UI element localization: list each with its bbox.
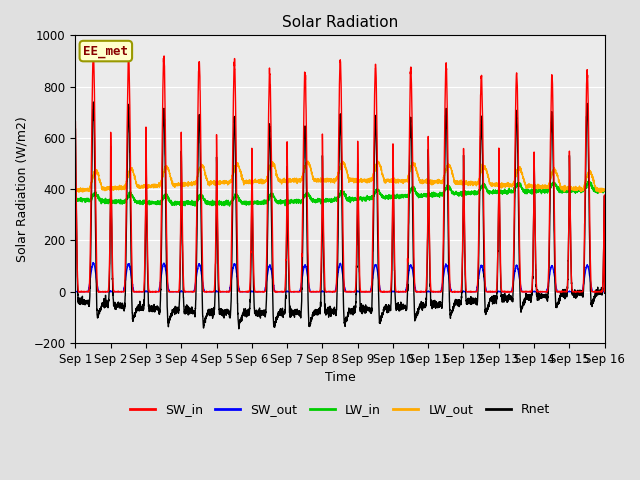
SW_out xyxy=(90,260,97,265)
SW_out xyxy=(601,289,609,295)
Line: SW_in: SW_in xyxy=(76,54,605,292)
Rnet xyxy=(321,288,328,293)
LW_in xyxy=(601,189,609,194)
LW_out xyxy=(459,180,467,186)
LW_out xyxy=(72,186,79,192)
SW_in xyxy=(459,245,467,251)
LW_in xyxy=(488,190,496,195)
LW_in xyxy=(585,177,593,183)
LW_out xyxy=(166,174,174,180)
Title: Solar Radiation: Solar Radiation xyxy=(282,15,398,30)
Rnet xyxy=(429,302,437,308)
LW_in xyxy=(320,198,328,204)
LW_in xyxy=(166,200,174,206)
Line: LW_out: LW_out xyxy=(76,161,605,192)
LW_out xyxy=(488,181,496,187)
SW_in xyxy=(600,220,608,226)
Line: Rnet: Rnet xyxy=(76,102,605,329)
LW_in xyxy=(429,190,437,195)
SW_in xyxy=(167,289,175,295)
LW_out xyxy=(304,158,312,164)
Rnet xyxy=(600,221,608,227)
SW_out xyxy=(600,289,608,295)
X-axis label: Time: Time xyxy=(324,372,355,384)
Rnet xyxy=(72,126,79,132)
LW_in xyxy=(72,198,79,204)
Rnet xyxy=(90,99,97,105)
SW_in xyxy=(75,289,83,295)
SW_in xyxy=(429,289,437,295)
Y-axis label: Solar Radiation (W/m2): Solar Radiation (W/m2) xyxy=(15,116,28,262)
SW_in xyxy=(72,119,79,125)
SW_in xyxy=(90,51,97,57)
SW_in xyxy=(601,289,609,295)
Rnet xyxy=(167,313,175,319)
LW_out xyxy=(601,187,609,192)
SW_out xyxy=(321,289,328,295)
SW_out xyxy=(167,289,175,295)
Legend: SW_in, SW_out, LW_in, LW_out, Rnet: SW_in, SW_out, LW_in, LW_out, Rnet xyxy=(125,398,555,421)
SW_out xyxy=(489,289,497,295)
Text: EE_met: EE_met xyxy=(83,45,129,58)
SW_in xyxy=(321,266,328,272)
LW_in xyxy=(600,189,608,194)
LW_out xyxy=(320,179,328,184)
SW_in xyxy=(489,288,497,294)
LW_out xyxy=(600,186,608,192)
LW_in xyxy=(459,189,467,194)
Rnet xyxy=(235,326,243,332)
LW_out xyxy=(596,190,604,195)
SW_out xyxy=(429,289,437,295)
Rnet xyxy=(489,301,497,307)
SW_out xyxy=(72,289,80,295)
SW_out xyxy=(459,289,467,295)
LW_in xyxy=(191,203,199,209)
Rnet xyxy=(459,253,467,259)
LW_out xyxy=(429,179,437,184)
SW_out xyxy=(72,288,79,293)
Rnet xyxy=(601,290,609,296)
Line: LW_in: LW_in xyxy=(76,180,605,206)
Line: SW_out: SW_out xyxy=(76,263,605,292)
